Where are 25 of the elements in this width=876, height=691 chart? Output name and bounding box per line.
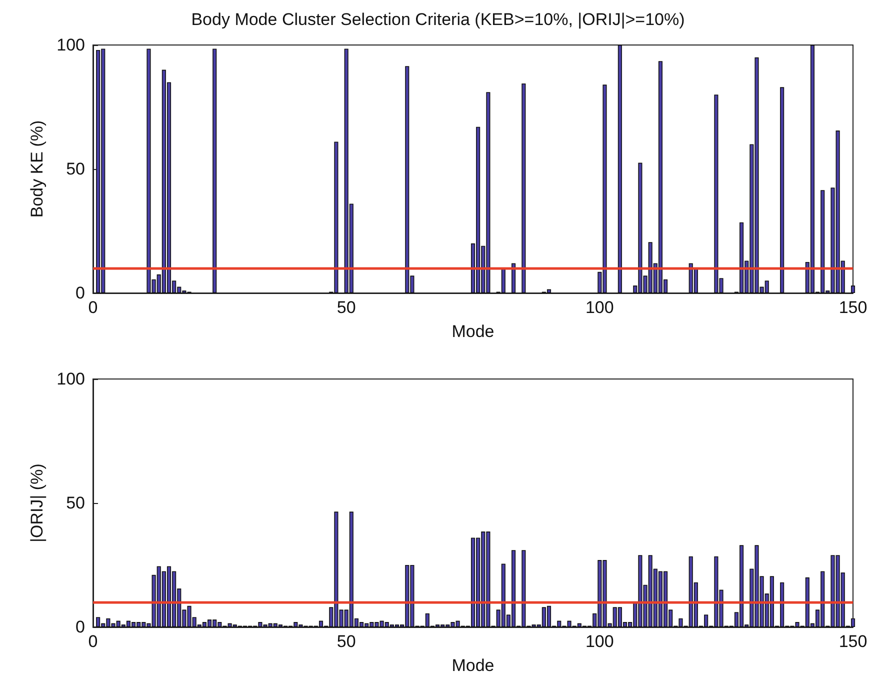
x-tick-label: 50 (336, 632, 356, 651)
y-tick-label: 50 (66, 160, 85, 178)
bar (780, 87, 784, 293)
x-tick-label: 0 (88, 632, 98, 651)
chart-title: Body Mode Cluster Selection Criteria (KEB>=10%, |ORIJ|>=10%) (191, 10, 685, 29)
bar (850, 286, 856, 293)
x-tick-label: 0 (88, 298, 98, 317)
y-tick-label: 50 (66, 494, 85, 512)
bar (212, 48, 217, 293)
bar (512, 263, 516, 293)
y-tick-label: 0 (76, 284, 85, 302)
x-tick-label: 100 (585, 298, 614, 317)
y-tick-label: 100 (56, 370, 85, 388)
x-tick-label: 150 (838, 632, 868, 651)
x-axis-title: Mode (452, 656, 494, 675)
x-tick-label: 100 (585, 632, 614, 651)
x-tick-label: 150 (838, 298, 868, 317)
bar (618, 45, 622, 293)
x-tick-label: 50 (336, 298, 356, 317)
x-axis-title: Mode (452, 322, 494, 341)
y-axis-title: |ORIJ| (%) (28, 464, 47, 542)
y-axis-title: Body KE (%) (28, 120, 47, 218)
bar (522, 83, 526, 293)
y-tick-label: 100 (56, 36, 85, 54)
y-tick-label: 0 (76, 618, 85, 636)
